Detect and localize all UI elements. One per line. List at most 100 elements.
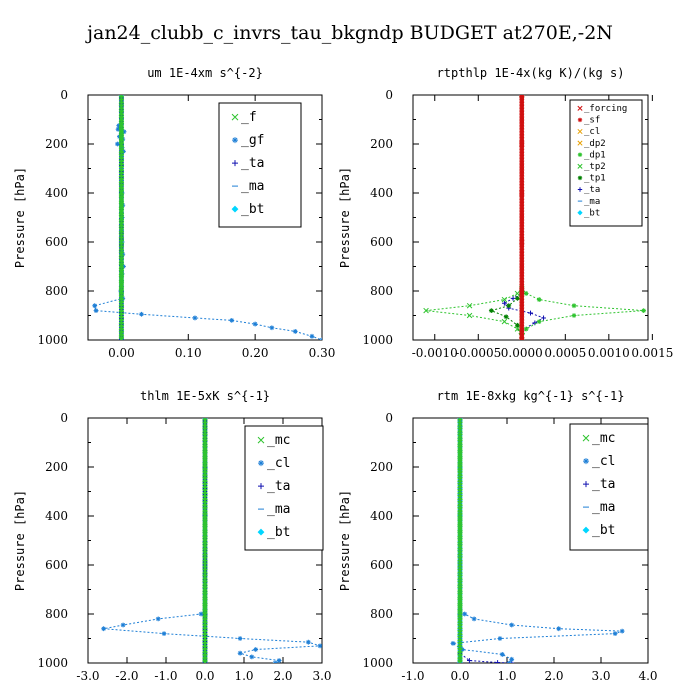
panel-4: rtm 1E-8xkg kg^{-1} s^{-1} Pressure [hPa]… [338, 389, 658, 683]
data-point [506, 303, 512, 309]
data-point [118, 275, 125, 282]
legend-item: _tp2 [577, 162, 606, 172]
series-forcing [519, 95, 525, 340]
legend-symbol [231, 205, 239, 213]
data-point [501, 296, 508, 303]
data-point [121, 148, 126, 154]
x-tick-label: 1.0 [497, 669, 516, 683]
legend-symbol [577, 128, 583, 135]
series-cl [101, 418, 322, 663]
data-point [305, 639, 311, 645]
data-point [471, 616, 477, 622]
data-point [115, 141, 120, 147]
legend-label: _bt [241, 202, 264, 217]
data-point [118, 190, 125, 196]
legend: _mc _cl _ta _ma _bt [244, 425, 324, 551]
legend-symbol [257, 436, 265, 444]
x-tick-label: 2.0 [544, 669, 563, 683]
series-mc [457, 418, 463, 663]
legend-label: _cl [592, 454, 615, 469]
legend-symbol [232, 160, 238, 167]
data-point [202, 605, 208, 611]
y-tick-label: 400 [45, 509, 68, 523]
data-point [457, 531, 463, 538]
legend-label: _ma [267, 502, 290, 517]
data-point [457, 525, 463, 532]
data-point [116, 123, 122, 129]
data-point [118, 282, 125, 288]
data-point [457, 519, 463, 525]
data-point [519, 190, 525, 196]
data-point [101, 626, 106, 632]
legend-box [569, 423, 649, 551]
x-tick-label: 0.0010 [588, 346, 630, 360]
data-point [202, 445, 208, 452]
data-point [457, 458, 463, 464]
panel-1: um 1E-4xm s^{-2} Pressure [hPa] 0 200 400 600… [13, 66, 335, 360]
legend-symbol [582, 434, 590, 442]
legend-label: _ta [241, 156, 264, 171]
data-point [120, 622, 126, 628]
y-tick-label: 200 [370, 460, 393, 474]
y-tick-label: 600 [45, 558, 68, 572]
data-point [118, 128, 125, 135]
y-tick-label: 1000 [37, 333, 68, 347]
data-point [501, 300, 507, 306]
data-point [161, 631, 167, 636]
data-point [457, 660, 463, 663]
data-point [192, 315, 198, 321]
y-tick-label: 800 [45, 284, 68, 298]
data-point [457, 611, 463, 617]
legend-box [244, 425, 324, 551]
legend: _mc _cl _ta _ma _bt [569, 423, 649, 551]
y-tick-label: 1000 [362, 656, 393, 670]
y-tick-label: 200 [45, 137, 68, 151]
series-line [94, 95, 322, 340]
legend-item: _tp1 [577, 174, 606, 184]
data-point [202, 464, 208, 470]
y-tick-label: 400 [370, 186, 393, 200]
legend-symbol [258, 460, 264, 467]
data-point [556, 626, 562, 632]
legend-symbol [257, 528, 265, 536]
data-point [457, 439, 463, 446]
y-tick-label: 600 [45, 235, 68, 249]
legend-item: _bt [582, 523, 615, 538]
legend-label: _gf [241, 133, 264, 148]
legend-label: _tp2 [584, 162, 606, 172]
data-point [501, 318, 508, 325]
plot-area [450, 418, 625, 663]
legend-item: _ma [258, 502, 290, 517]
data-point [488, 308, 494, 313]
data-point [237, 636, 243, 641]
y-axis-label: Pressure [hPa] [338, 490, 352, 591]
data-point [202, 513, 208, 519]
y-tick-label: 600 [370, 235, 393, 249]
data-point [462, 611, 468, 617]
data-point [202, 660, 208, 663]
legend-symbol [231, 113, 239, 121]
data-point [118, 288, 125, 294]
legend-item: _cl [583, 454, 615, 469]
legend-symbol [258, 483, 264, 490]
x-tick-label: 0.10 [175, 346, 202, 360]
panel-title: rtpthlp 1E-4x(kg K)/(kg s) [437, 66, 625, 80]
data-point [118, 337, 125, 340]
legend-label: _f [241, 110, 257, 125]
data-point [528, 310, 533, 316]
data-point [118, 116, 125, 123]
data-point [509, 622, 515, 628]
x-tick-label: 1.0 [234, 669, 253, 683]
data-point [253, 647, 259, 652]
y-axis-label: Pressure [hPa] [13, 167, 27, 268]
data-point [202, 537, 208, 544]
legend-symbol [577, 175, 583, 181]
y-tick-label: 1000 [37, 656, 68, 670]
figure-title: jan24_clubb_c_invrs_tau_bkgndp BUDGET at… [85, 22, 613, 44]
data-point [459, 647, 465, 652]
series-line [426, 95, 523, 340]
y-tick-label: 400 [370, 509, 393, 523]
data-point [466, 302, 473, 309]
panel-title: thlm 1E-5xK s^{-1} [140, 389, 270, 403]
